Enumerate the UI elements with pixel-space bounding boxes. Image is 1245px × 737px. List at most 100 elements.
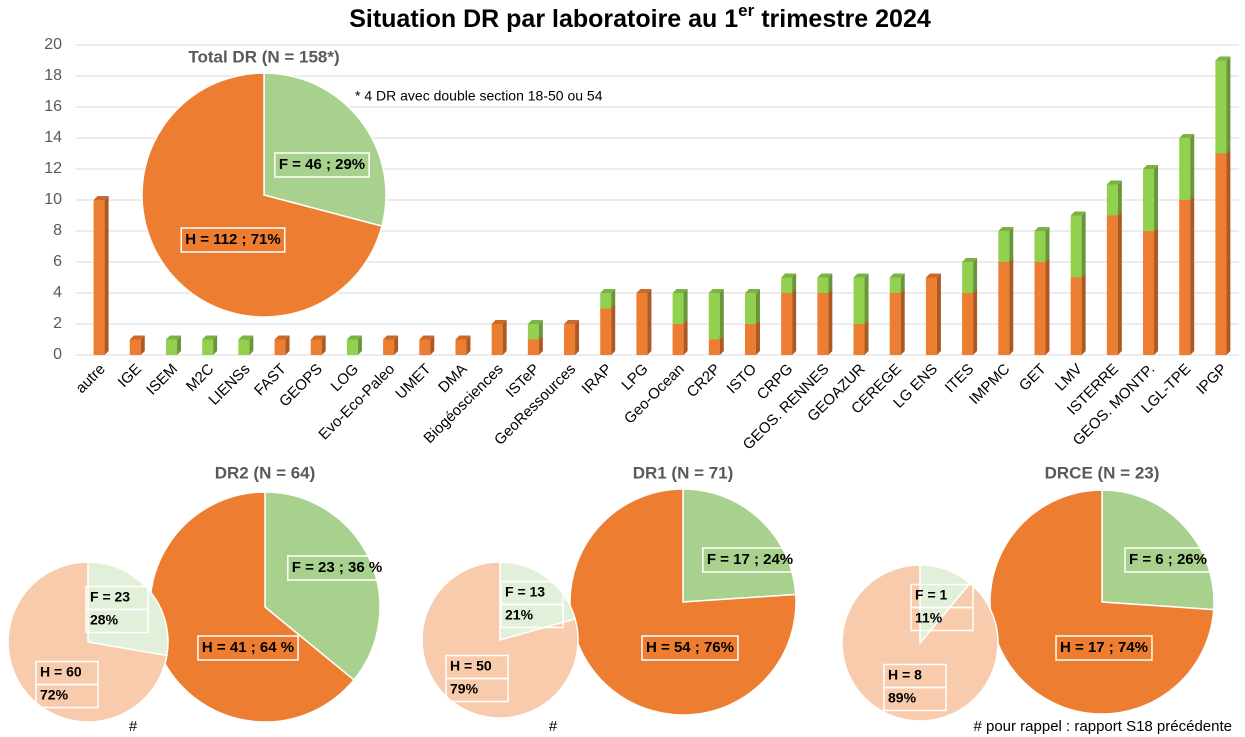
footnote: # pour rappel : rapport S18 précédente [973,718,1232,735]
bar-side [466,335,471,355]
bar-top [202,335,218,340]
slice-label: 11% [915,610,943,626]
bar-top [93,196,109,200]
bar-top [1143,165,1159,169]
slice-label: F = 17 ; 24% [707,551,793,568]
bar-side [828,289,833,355]
bar [310,339,322,355]
bar-side [973,258,978,293]
y-tick-label: 16 [44,98,62,115]
bar [889,293,901,355]
label-box [274,152,370,178]
bar-side [321,335,326,355]
bar [708,339,720,355]
bar [853,324,865,355]
bar-side [104,196,109,355]
bar-side [1081,211,1086,278]
bar-top [889,273,905,278]
bar-side [1045,227,1050,262]
bar-top [129,335,145,340]
bar-side [611,304,616,355]
bar-top [1106,180,1122,185]
title-text: Situation DR par laboratoire au 1 [349,5,738,33]
bar-top [636,289,652,293]
slice-label: H = 41 ; 64 % [202,639,294,656]
slice-label: 79% [450,681,479,697]
bar [708,293,720,340]
bar [93,200,105,355]
bar [1034,262,1046,355]
bar-side [719,335,724,355]
bar [1179,200,1191,355]
bar [600,308,612,355]
bar [527,339,539,355]
bar-side [1009,258,1014,355]
x-tick-label: autre [73,361,109,397]
bar [672,324,684,355]
bar [1106,215,1118,355]
bar-side [538,335,543,355]
x-tick-label: IGE [115,361,145,391]
bar [962,262,974,293]
bar [1215,153,1227,355]
bar-side [1117,211,1122,355]
bar-top [708,289,724,293]
bar-side [140,335,145,355]
bar-side [394,335,399,355]
bar [817,293,829,355]
bar [1143,169,1155,231]
x-tick-label: ISEM [143,361,181,399]
bar-side [1154,227,1159,355]
x-tick-label: LIENSs [205,361,253,409]
title-text: trimestre 2024 [754,5,931,33]
bar [998,231,1010,262]
bar-side [864,273,869,324]
bar-side [213,335,218,355]
note: # [549,718,558,735]
bar-top [600,289,616,293]
bar-top [1070,211,1086,216]
slice-label: H = 60 [40,664,82,680]
bar [1143,231,1155,355]
bar [744,293,756,324]
x-tick-label: CR2P [684,361,724,401]
bar-side [575,320,580,355]
bar-side [900,289,905,355]
bar-top [962,258,978,262]
bar [998,262,1010,355]
bar [853,277,865,324]
bar [781,293,793,355]
bar-top [165,335,181,340]
label-box [1124,547,1212,573]
bar-top [310,335,326,340]
bar-side [1154,165,1159,231]
bar [129,339,141,355]
bar-side [683,320,688,355]
bar-side [792,289,797,355]
bar [1215,60,1227,154]
annotation: * 4 DR avec double section 18-50 ou 54 [355,88,603,104]
bar-top [455,335,471,340]
bar-side [936,273,941,355]
label-box [180,227,286,253]
bar [165,339,177,355]
bar [564,324,576,355]
bar-top [781,273,797,278]
bar [1179,138,1191,200]
x-tick-label: IRAP [579,361,616,398]
bar-side [900,273,905,293]
slice-label: H = 54 ; 76% [646,639,734,656]
y-tick-label: 6 [53,253,62,270]
bar [1070,277,1082,355]
bar [238,339,250,355]
pie-title: DR2 (N = 64) [215,463,316,482]
note: # [129,718,138,735]
slice-label: F = 1 [915,587,948,603]
bar [1034,231,1046,262]
bar [274,339,286,355]
bar-side [249,335,254,355]
pie-slice [1101,489,1215,611]
bar [1106,184,1118,216]
slice-label: H = 17 ; 74% [1060,639,1148,656]
bar-side [430,335,435,355]
